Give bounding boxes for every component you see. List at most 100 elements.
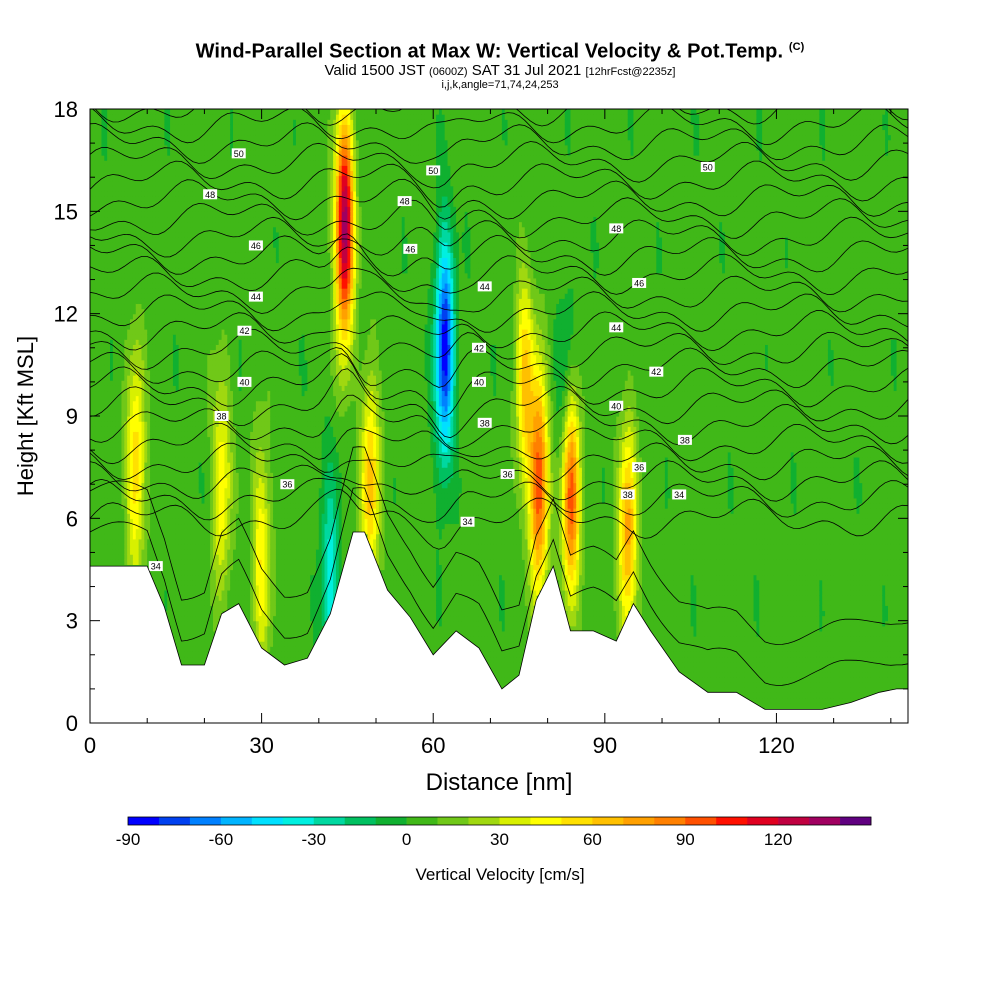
heatmap-cell: [172, 487, 177, 494]
heatmap-cell: [95, 334, 100, 340]
heatmap-cell: [130, 364, 134, 371]
heatmap-cell: [167, 472, 171, 478]
heatmap-cell: [104, 160, 108, 166]
heatmap-cell: [184, 446, 188, 453]
heatmap-cell: [130, 257, 134, 264]
heatmap-cell: [104, 375, 108, 381]
heatmap-cell: [184, 569, 188, 576]
heatmap-cell: [152, 538, 157, 545]
heatmap-cell: [127, 329, 131, 335]
heatmap-cell: [164, 339, 168, 345]
heatmap-cell: [107, 175, 111, 182]
heatmap-cell: [164, 456, 168, 463]
heatmap-cell: [90, 421, 94, 427]
heatmap-cell: [175, 359, 180, 366]
heatmap-cell: [90, 323, 94, 330]
heatmap-cell: [112, 441, 117, 448]
heatmap-cell: [127, 462, 131, 468]
heatmap-cell: [178, 180, 183, 187]
heatmap-cell: [161, 226, 165, 233]
heatmap-cell: [152, 236, 157, 243]
heatmap-cell: [92, 426, 97, 432]
heatmap-cell: [138, 282, 143, 289]
heatmap-cell: [161, 272, 165, 279]
heatmap-cell: [130, 390, 134, 397]
heatmap-cell: [175, 308, 180, 315]
heatmap-cell: [184, 313, 188, 320]
heatmap-cell: [107, 426, 111, 432]
heatmap-cell: [112, 426, 117, 432]
heatmap-cell: [181, 456, 185, 463]
heatmap-cell: [95, 364, 100, 371]
heatmap-cell: [161, 579, 165, 586]
heatmap-cell: [115, 318, 120, 325]
heatmap-cell: [161, 303, 165, 310]
heatmap-cell: [132, 144, 137, 151]
heatmap-cell: [98, 549, 103, 555]
heatmap-cell: [104, 487, 108, 494]
heatmap-cell: [107, 523, 111, 530]
heatmap-cell: [167, 589, 171, 596]
heatmap-cell: [138, 533, 143, 540]
heatmap-cell: [170, 124, 174, 131]
heatmap-cell: [144, 554, 148, 560]
heatmap-cell: [110, 395, 114, 402]
heatmap-cell: [130, 236, 134, 243]
heatmap-cell: [115, 180, 120, 187]
heatmap-cell: [124, 385, 128, 392]
heatmap-cell: [138, 405, 143, 412]
heatmap-cell: [161, 564, 165, 571]
heatmap-cell: [141, 410, 145, 417]
heatmap-cell: [115, 124, 120, 131]
heatmap-cell: [124, 472, 128, 478]
heatmap-cell: [141, 390, 145, 397]
heatmap-cell: [164, 375, 168, 381]
heatmap-cell: [161, 211, 165, 218]
heatmap-cell: [184, 482, 188, 489]
heatmap-cell: [150, 518, 154, 525]
heatmap-cell: [124, 477, 128, 484]
heatmap-cell: [155, 421, 160, 427]
heatmap-cell: [152, 282, 157, 289]
heatmap-cell: [132, 354, 137, 361]
heatmap-cell: [152, 149, 157, 156]
heatmap-cell: [147, 109, 151, 115]
heatmap-cell: [147, 231, 151, 238]
heatmap-cell: [124, 380, 128, 386]
heatmap-cell: [164, 390, 168, 397]
heatmap-cell: [124, 456, 128, 463]
heatmap-cell: [101, 359, 105, 366]
heatmap-cell: [110, 487, 114, 494]
heatmap-cell: [170, 492, 174, 499]
heatmap-cell: [127, 129, 131, 136]
heatmap-cell: [170, 533, 174, 540]
heatmap-cell: [172, 124, 177, 131]
heatmap-cell: [144, 436, 148, 443]
heatmap-cell: [175, 226, 180, 233]
heatmap-cell: [112, 221, 117, 228]
heatmap-cell: [90, 129, 94, 136]
heatmap-cell: [178, 201, 183, 207]
heatmap-cell: [167, 528, 171, 535]
heatmap-cell: [150, 543, 154, 550]
heatmap-cell: [130, 431, 134, 438]
heatmap-cell: [135, 467, 140, 473]
heatmap-cell: [152, 502, 157, 509]
heatmap-cell: [138, 257, 143, 264]
heatmap-cell: [121, 282, 125, 289]
heatmap-cell: [141, 421, 145, 427]
heatmap-cell: [147, 216, 151, 223]
heatmap-cell: [144, 482, 148, 489]
heatmap-cell: [104, 293, 108, 299]
heatmap-cell: [161, 155, 165, 161]
heatmap-cell: [112, 293, 117, 299]
heatmap-cell: [172, 513, 177, 519]
heatmap-cell: [167, 308, 171, 315]
heatmap-cell: [130, 313, 134, 320]
heatmap-cell: [107, 528, 111, 535]
heatmap-cell: [150, 446, 154, 453]
heatmap-cell: [152, 487, 157, 494]
heatmap-cell: [155, 405, 160, 412]
heatmap-cell: [104, 308, 108, 315]
heatmap-cell: [118, 282, 123, 289]
